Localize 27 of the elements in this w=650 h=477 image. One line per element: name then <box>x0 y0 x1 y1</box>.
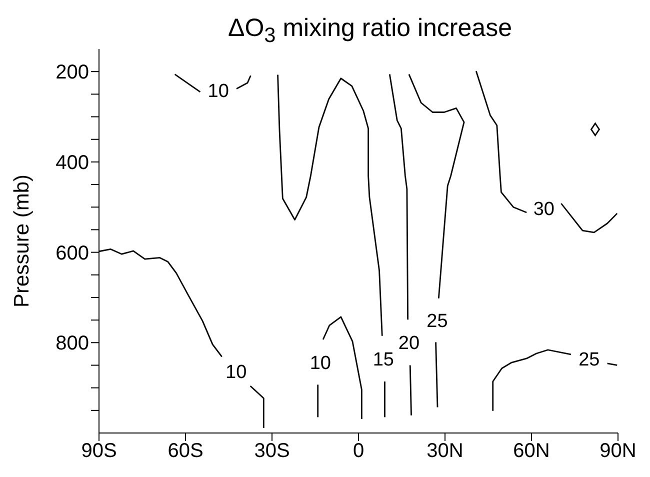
y-tick-label: 400 <box>56 152 89 174</box>
y-tick-label: 600 <box>56 242 89 264</box>
series-label: 15 <box>372 349 394 370</box>
x-tick-label: 60N <box>513 440 550 462</box>
x-tick-label: 60S <box>168 440 204 462</box>
chart-title: ΔO$_{3}$ mixing ratio increase <box>227 13 513 48</box>
line-series <box>492 349 572 412</box>
line-series <box>475 70 528 214</box>
series-label: 25 <box>426 311 448 332</box>
series-label: 20 <box>398 333 420 354</box>
series-label: 10 <box>208 81 229 102</box>
line-series <box>408 74 465 300</box>
x-tick-label: 30S <box>254 440 290 462</box>
x-tick-label: 90S <box>81 440 117 462</box>
line-series <box>560 202 618 234</box>
line-series <box>277 74 383 337</box>
x-tick-label: 90N <box>600 440 636 462</box>
y-tick-label: 200 <box>56 62 89 84</box>
series-label: 10 <box>226 362 247 384</box>
x-tick-label: 30N <box>426 440 464 462</box>
series-label: 25 <box>578 350 600 371</box>
x-tick-label: 0 <box>352 440 364 462</box>
series-label: 30 <box>533 198 554 220</box>
y-axis-title: Pressure (mb) <box>10 174 34 308</box>
series-label: 10 <box>310 352 332 374</box>
y-tick-label: 800 <box>56 332 89 355</box>
line-series <box>388 74 409 320</box>
